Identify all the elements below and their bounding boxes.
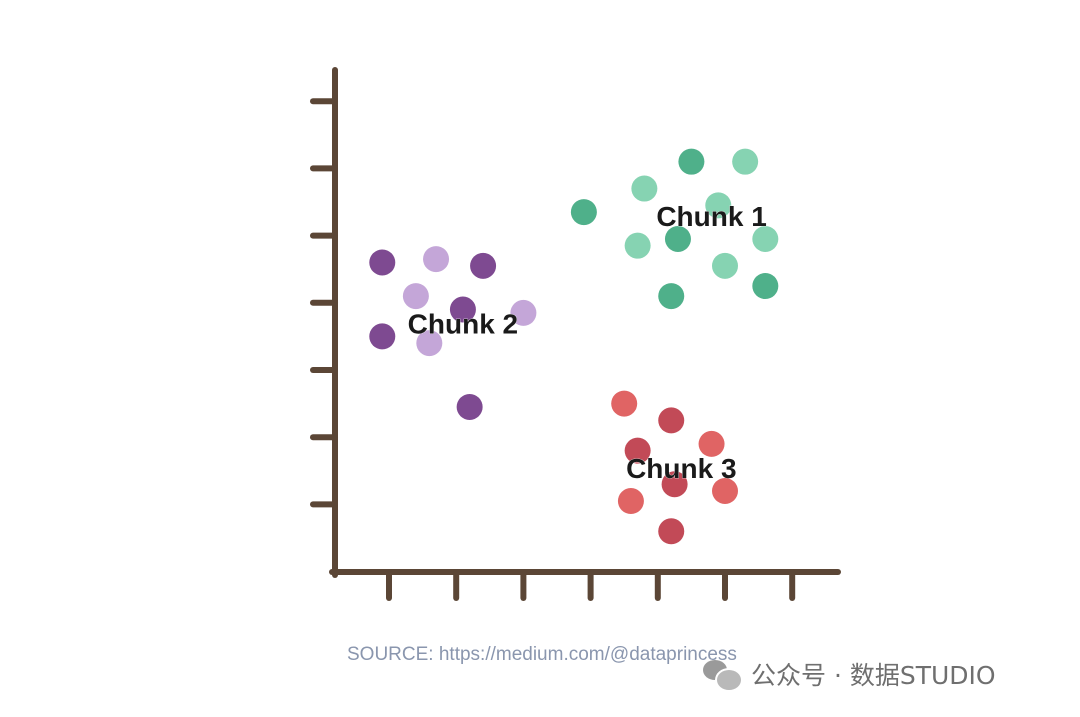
data-point [752,273,779,299]
cluster-labels: Chunk 1 Chunk 2 Chunk 3 [407,201,767,485]
data-point [369,249,396,276]
data-point [705,192,732,219]
data-point [449,296,476,323]
data-point [402,283,429,310]
cluster-label: Chunk 1 [656,201,766,232]
data-point [712,477,738,504]
data-point [712,252,738,279]
data-point [658,407,685,434]
data-point [631,175,658,202]
data-point [470,252,497,279]
axes [310,67,841,601]
data-point [369,323,396,350]
series-2 [369,246,537,420]
data-point [624,232,651,259]
data-point [698,430,725,457]
data-point [678,148,705,175]
watermark: 公众号 · 数据STUDIO [703,654,996,694]
source-caption: SOURCE: https://medium.com/@dataprincess [347,644,737,665]
data-point [423,246,450,273]
cluster-label: Chunk 3 [626,453,736,484]
watermark-text: 公众号 · 数据STUDIO [751,661,996,690]
data-point [624,437,651,464]
data-point [611,390,638,417]
data-point [570,199,597,226]
cluster-label: Chunk 2 [408,309,518,340]
data-point [416,330,443,357]
data-point [661,471,688,498]
data-point [752,225,779,252]
data-point [664,225,691,252]
data-point [658,283,685,310]
series-1 [570,148,779,310]
data-point [658,518,685,545]
data-point [456,393,483,420]
data-points [369,148,779,545]
data-point [732,148,759,175]
data-point [510,299,537,326]
wechat-icon [703,658,743,692]
series-3 [611,390,738,545]
data-point [617,488,644,515]
